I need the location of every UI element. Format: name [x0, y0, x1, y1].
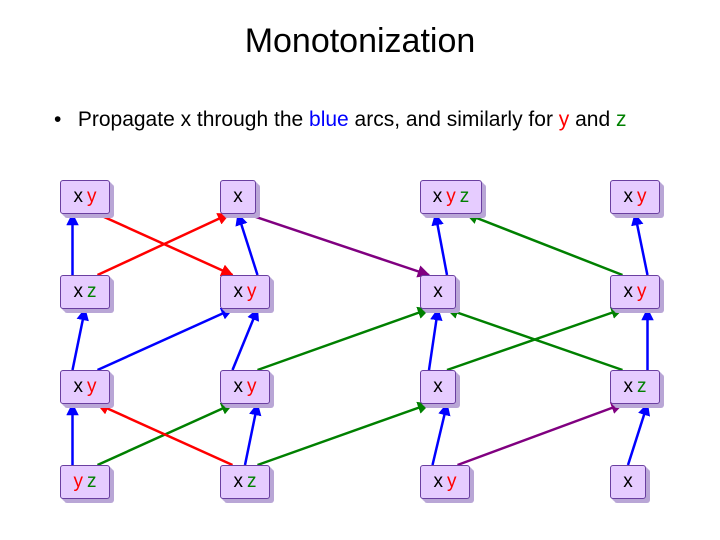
node-n13: xy [610, 275, 660, 309]
var-z: z [247, 471, 257, 493]
var-x: x [234, 471, 244, 493]
edge [436, 214, 448, 275]
node-n23: xz [610, 370, 660, 404]
var-x: x [74, 376, 84, 398]
var-x: x [433, 281, 443, 303]
var-y: y [87, 186, 97, 208]
bullet-and: and [569, 108, 616, 131]
edge [635, 214, 648, 275]
var-z: z [637, 376, 647, 398]
edge [247, 214, 429, 275]
bullet-blue: blue [309, 108, 349, 131]
var-x: x [74, 281, 84, 303]
node-n32: xy [420, 465, 470, 499]
bullet-dot: • [54, 108, 72, 132]
var-x: x [624, 376, 634, 398]
edge [233, 309, 258, 370]
node-n30: yz [60, 465, 110, 499]
edge [98, 404, 233, 465]
var-x: x [624, 281, 634, 303]
var-x: x [624, 186, 634, 208]
edge [433, 404, 448, 465]
bullet-z: z [616, 108, 627, 131]
edge [447, 309, 623, 370]
edge [447, 309, 623, 370]
bullet-y: y [559, 108, 570, 131]
var-y: y [87, 376, 97, 398]
node-n21: xy [220, 370, 270, 404]
var-x: x [233, 186, 243, 208]
bullet-mid: arcs, and similarly for [349, 108, 559, 131]
edge [628, 404, 648, 465]
edge [73, 309, 86, 370]
node-n01: x [220, 180, 256, 214]
var-x: x [234, 376, 244, 398]
node-n02: xyz [420, 180, 482, 214]
node-n12: x [420, 275, 456, 309]
slide-title: Monotonization [0, 22, 720, 61]
node-n10: xz [60, 275, 110, 309]
var-y: y [637, 281, 647, 303]
var-z: z [87, 471, 97, 493]
var-y: y [74, 471, 84, 493]
node-n03: xy [610, 180, 660, 214]
edge [429, 309, 438, 370]
edge [98, 309, 233, 370]
edge [98, 214, 233, 275]
var-x: x [234, 281, 244, 303]
var-x: x [433, 186, 443, 208]
var-y: y [247, 376, 257, 398]
node-n11: xy [220, 275, 270, 309]
diagram-area: xyxxyzxyxzxyxxyxyxyxxzyzxzxyx [0, 160, 720, 530]
node-n00: xy [60, 180, 110, 214]
var-y: y [637, 186, 647, 208]
edge [98, 214, 230, 275]
var-x: x [433, 376, 443, 398]
node-n22: x [420, 370, 456, 404]
edge [258, 309, 430, 370]
edge [98, 404, 233, 465]
var-x: x [434, 471, 444, 493]
var-z: z [87, 281, 97, 303]
bullet-line: • Propagate x through the blue arcs, and… [54, 108, 627, 132]
edge [258, 404, 430, 465]
edge [458, 404, 623, 465]
edge [245, 404, 258, 465]
var-x: x [74, 186, 84, 208]
edge [238, 214, 258, 275]
var-y: y [446, 186, 456, 208]
node-n33: x [610, 465, 646, 499]
node-n20: xy [60, 370, 110, 404]
bullet-pre: Propagate x through the [78, 108, 309, 131]
node-n31: xz [220, 465, 270, 499]
var-x: x [623, 471, 633, 493]
edge [467, 214, 623, 275]
var-y: y [447, 471, 457, 493]
var-y: y [247, 281, 257, 303]
var-z: z [460, 186, 470, 208]
